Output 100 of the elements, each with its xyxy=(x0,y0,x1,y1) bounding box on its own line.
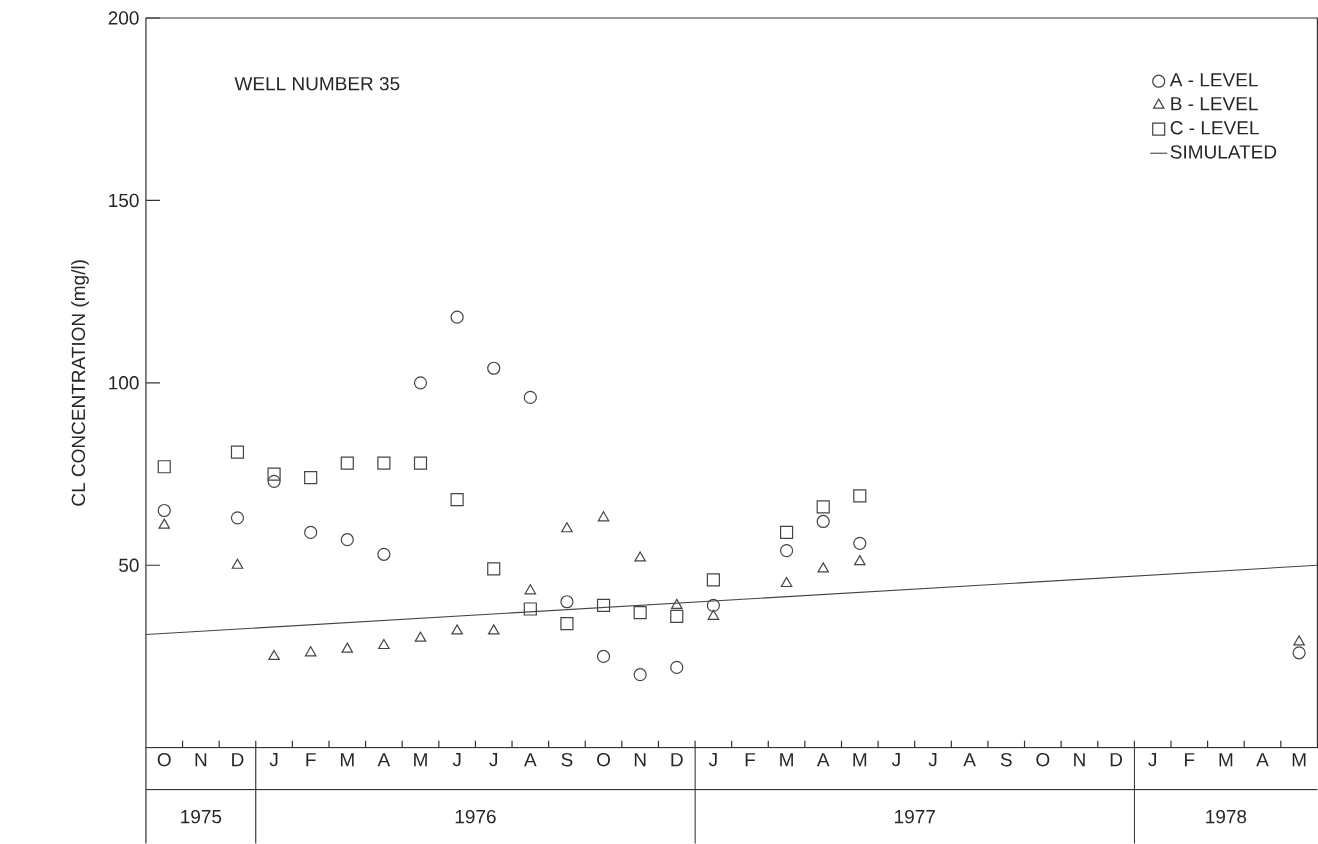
point xyxy=(157,503,171,517)
point xyxy=(487,361,501,375)
x-tick-label: D xyxy=(1110,753,1123,767)
y-tick-label: 100 xyxy=(109,375,139,390)
point xyxy=(377,547,391,561)
x-tick-label: O xyxy=(597,752,611,767)
point xyxy=(413,456,428,470)
y-tick-label: 200 xyxy=(108,11,139,25)
point xyxy=(267,474,281,488)
point xyxy=(853,489,867,503)
x-tick-label: M xyxy=(1292,753,1306,767)
x-tick-label: S xyxy=(561,752,573,767)
x-tick-label: N xyxy=(1074,753,1085,767)
point xyxy=(816,500,830,514)
x-tick-label: M xyxy=(853,753,867,767)
point xyxy=(450,310,464,324)
point xyxy=(853,536,867,550)
point xyxy=(779,525,794,539)
x-tick-label: A xyxy=(524,753,537,767)
point xyxy=(413,376,428,390)
x-tick-label: J xyxy=(489,752,498,767)
text: WELL NUMBER 35 xyxy=(234,76,400,91)
x-tick-label: F xyxy=(1185,753,1195,767)
point xyxy=(780,576,793,587)
point xyxy=(451,624,463,635)
x-tick-label: D xyxy=(232,753,244,767)
x-tick-label: M xyxy=(780,753,793,767)
x-tick-label: J xyxy=(452,752,461,767)
x-tick-label: A xyxy=(816,753,830,767)
point xyxy=(706,598,720,612)
point xyxy=(560,595,574,609)
point xyxy=(414,631,427,642)
x-tick-label: O xyxy=(157,752,171,767)
point xyxy=(378,638,390,649)
legend-label: A - LEVEL xyxy=(1169,73,1258,87)
y-tick-label: 150 xyxy=(109,193,139,208)
y-axis-title: CL CONCENTRATION (mg/l) xyxy=(71,260,89,506)
point xyxy=(597,511,610,522)
x-tick-label: O xyxy=(1036,752,1050,767)
legend-label: SIMULATED xyxy=(1170,145,1277,159)
point xyxy=(450,492,464,507)
point xyxy=(523,602,537,616)
x-tick-label: A xyxy=(1256,753,1269,767)
x-tick-label: J xyxy=(1148,752,1157,767)
legend-label: B - LEVEL xyxy=(1171,97,1258,111)
x-tick-label: M xyxy=(414,753,427,767)
x-tick-label: A xyxy=(963,753,976,767)
point xyxy=(267,467,281,481)
point xyxy=(561,522,573,533)
point xyxy=(304,646,317,657)
x2-tick-label: 1977 xyxy=(895,809,935,824)
point xyxy=(707,609,720,620)
point xyxy=(596,598,611,612)
point xyxy=(231,558,244,569)
point xyxy=(817,562,829,573)
point xyxy=(230,445,245,459)
x-tick-label: N xyxy=(634,753,646,767)
point xyxy=(157,460,171,474)
x-tick-label: J xyxy=(891,752,900,767)
point xyxy=(634,551,646,562)
point xyxy=(854,554,866,566)
point xyxy=(816,514,830,528)
point xyxy=(633,667,647,682)
point xyxy=(340,533,354,547)
point xyxy=(268,649,280,660)
x-tick-label: A xyxy=(377,753,391,767)
point xyxy=(633,605,647,620)
point xyxy=(158,518,171,529)
point xyxy=(596,649,611,663)
x-tick-label: N xyxy=(195,753,207,767)
point xyxy=(487,562,501,576)
point xyxy=(706,573,720,587)
point xyxy=(340,456,354,470)
y-tick-label: 50 xyxy=(119,558,139,572)
point xyxy=(377,456,391,470)
x-tick-label: J xyxy=(269,752,278,767)
x-tick-label: F xyxy=(745,753,756,767)
point xyxy=(341,642,354,653)
x-tick-label: F xyxy=(306,753,316,767)
x2-tick-label: 1976 xyxy=(455,809,496,824)
point xyxy=(779,543,794,558)
point xyxy=(487,624,500,635)
x-tick-label: D xyxy=(671,753,683,767)
point xyxy=(670,598,683,609)
point xyxy=(304,525,318,539)
x-tick-label: M xyxy=(1219,753,1233,767)
point xyxy=(230,511,245,525)
point xyxy=(670,609,684,623)
point xyxy=(560,616,574,631)
x-tick-label: S xyxy=(1000,752,1012,767)
x-tick-label: M xyxy=(340,753,354,767)
point xyxy=(1293,635,1305,646)
x2-tick-label: 1978 xyxy=(1206,809,1247,824)
point xyxy=(304,470,318,485)
point xyxy=(523,390,537,404)
point xyxy=(1292,646,1306,660)
x2-tick-label: 1975 xyxy=(181,809,222,824)
point xyxy=(670,660,684,674)
legend-label: C - LEVEL xyxy=(1170,120,1259,135)
x-tick-label: J xyxy=(708,752,717,767)
